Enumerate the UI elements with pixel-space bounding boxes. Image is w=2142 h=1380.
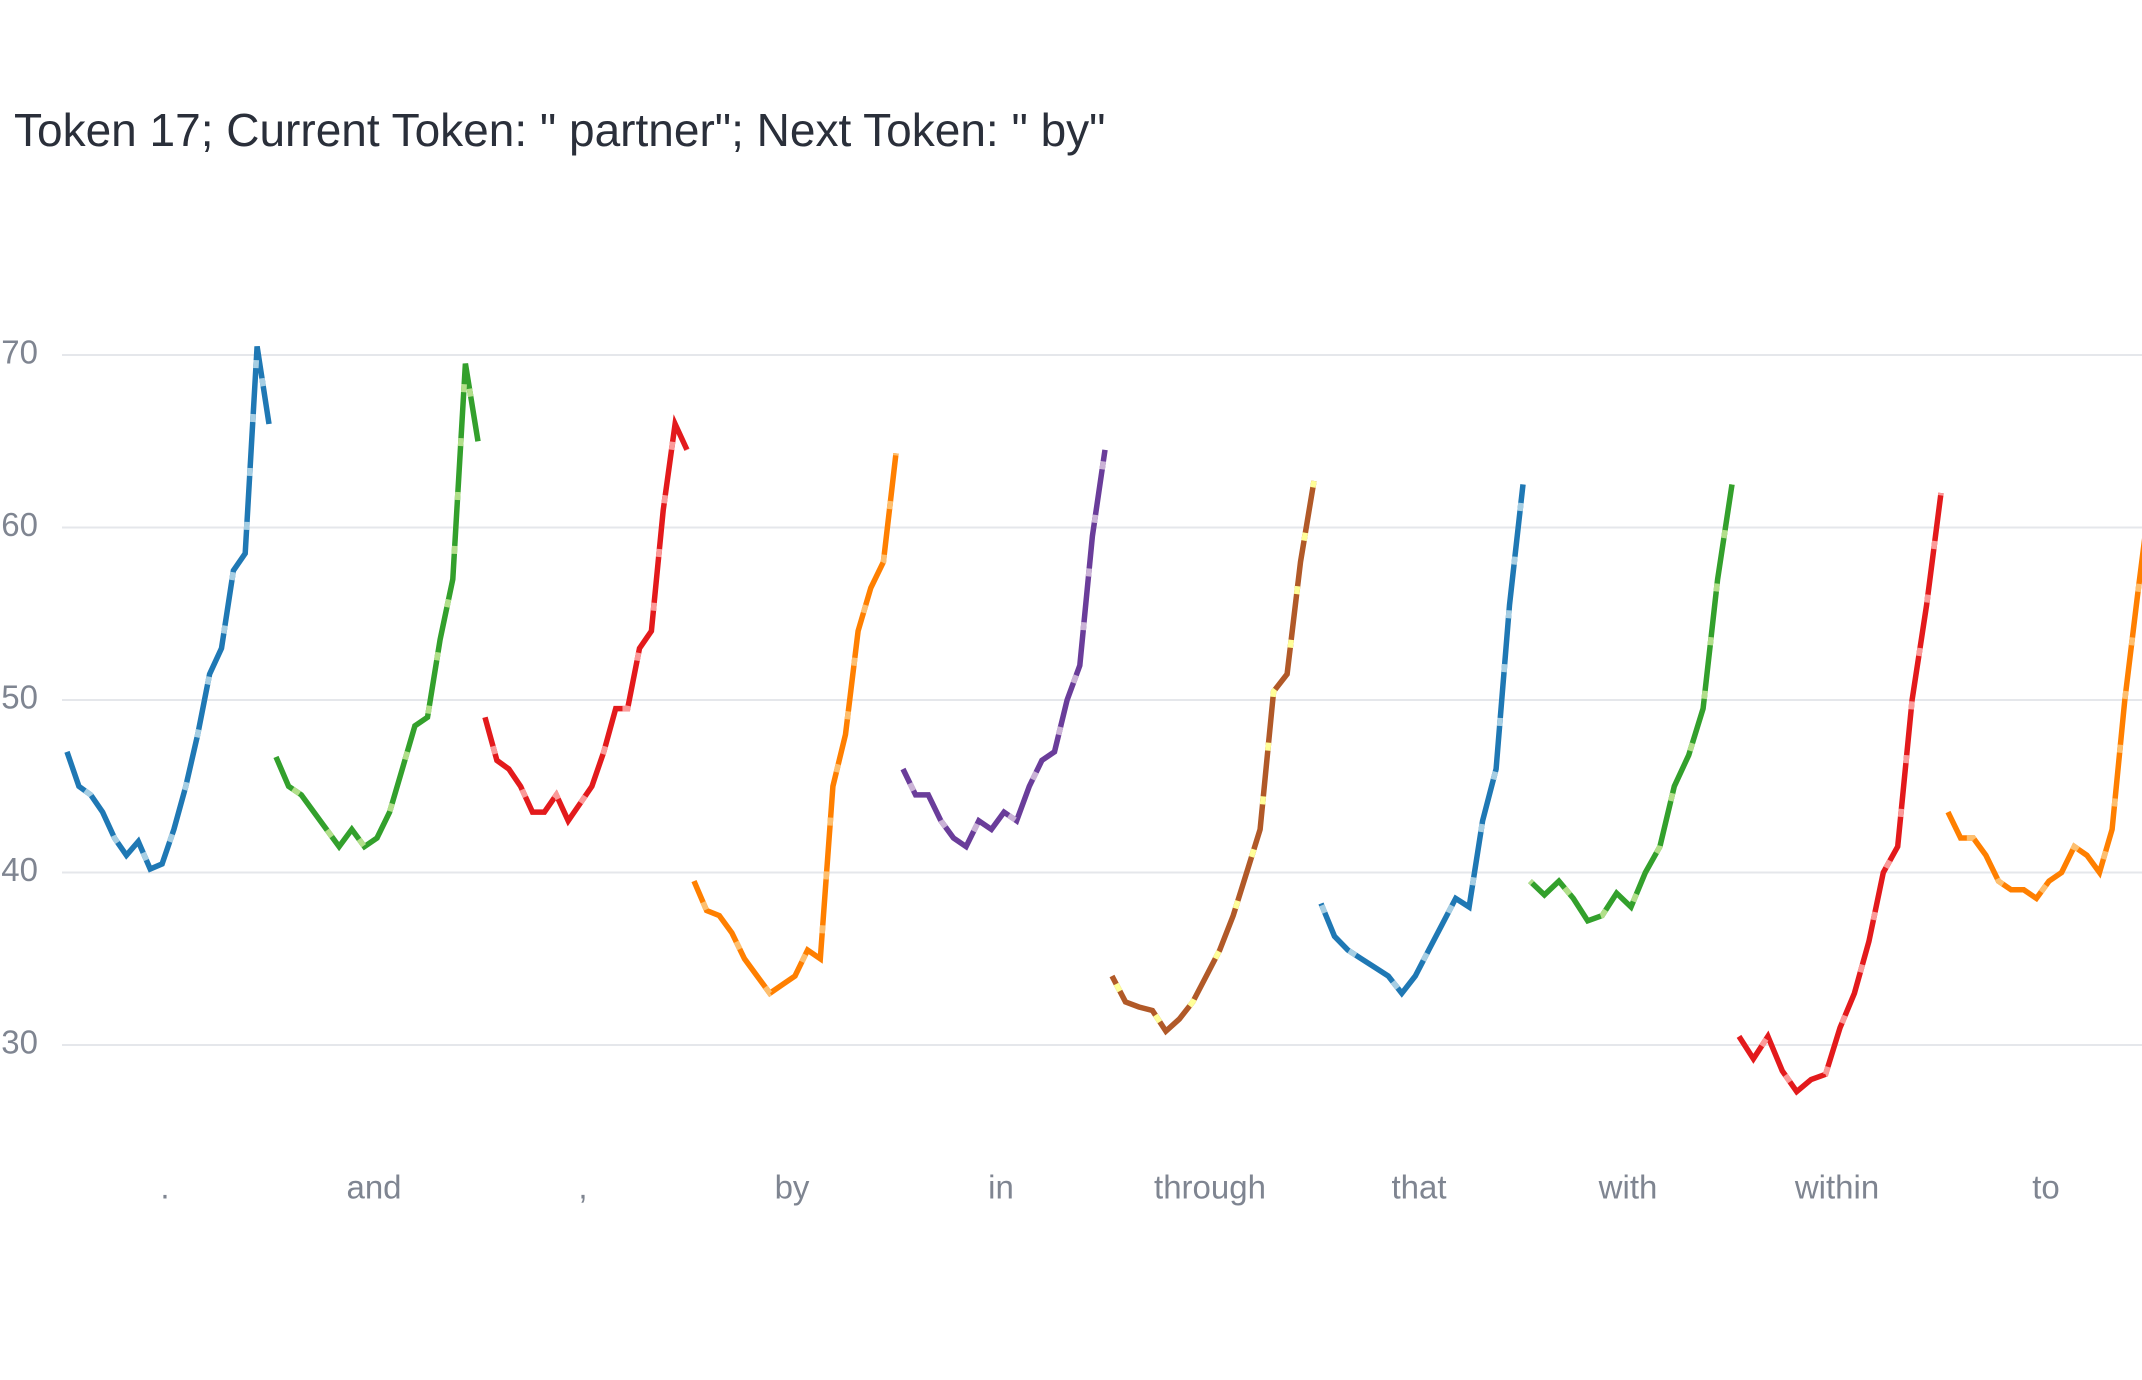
- x-tick-label: with: [1598, 1169, 1658, 1206]
- chart-title: Token 17; Current Token: " partner"; Nex…: [14, 104, 1106, 156]
- y-tick-label: 70: [1, 334, 38, 371]
- series-line: [1528, 483, 1735, 925]
- x-tick-label: within: [1794, 1169, 1879, 1206]
- series-line-highlight: [1945, 537, 2142, 903]
- x-tick-label: and: [346, 1169, 401, 1206]
- series-line-highlight: [273, 363, 481, 852]
- series-line-highlight: [900, 449, 1108, 851]
- series-line: [1736, 492, 1944, 1096]
- series-line-highlight: [1736, 492, 1944, 1096]
- x-tick-label: .: [160, 1169, 169, 1206]
- series-line: [64, 345, 272, 873]
- series-line: [1945, 537, 2142, 903]
- x-tick-label: ,: [578, 1169, 587, 1206]
- x-tick-label: to: [2032, 1169, 2060, 1206]
- series-line-highlight: [691, 452, 899, 998]
- x-tick-label: in: [988, 1169, 1014, 1206]
- x-tick-label: by: [775, 1169, 810, 1206]
- series-line: [482, 414, 690, 827]
- series-line: [691, 452, 899, 998]
- series-line-highlight: [1318, 484, 1526, 998]
- x-tick-label: that: [1391, 1169, 1446, 1206]
- series-line-highlight: [64, 345, 272, 873]
- series-line-highlight: [1109, 480, 1317, 1036]
- y-tick-label: 30: [1, 1024, 38, 1061]
- series-line-highlight: [482, 414, 690, 827]
- series-line: [1109, 480, 1317, 1036]
- y-tick-label: 40: [1, 851, 38, 888]
- series-line: [273, 363, 481, 852]
- y-tick-label: 60: [1, 506, 38, 543]
- series-line: [900, 449, 1108, 851]
- series-line: [1318, 484, 1526, 998]
- x-tick-label: through: [1154, 1169, 1266, 1206]
- y-tick-label: 50: [1, 679, 38, 716]
